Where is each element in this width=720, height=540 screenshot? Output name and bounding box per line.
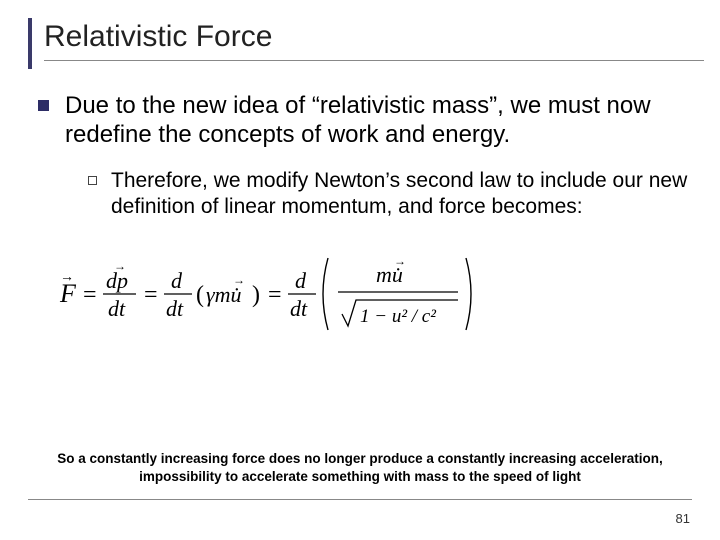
eq-u-arrow2: →	[394, 254, 406, 268]
slide: Relativistic Force Due to the new idea o…	[0, 0, 720, 540]
page-number: 81	[676, 511, 690, 526]
title-container: Relativistic Force	[28, 18, 692, 69]
eq-dt2: dt	[166, 296, 184, 321]
eq-denom: 1 − u² / c²	[360, 306, 436, 327]
eq-big-lparen	[323, 258, 328, 330]
eq-p-arrow: →	[114, 259, 126, 273]
bottom-rule	[28, 499, 692, 500]
bullet-text: Due to the new idea of “relativistic mas…	[65, 91, 692, 150]
eq-eq2: =	[144, 282, 158, 308]
eq-u-arrow1: →	[233, 273, 245, 287]
eq-eq3: =	[268, 282, 282, 308]
bullet-item: Due to the new idea of “relativistic mas…	[38, 91, 692, 150]
footnote-text: So a constantly increasing force does no…	[28, 450, 692, 486]
sub-bullet-text: Therefore, we modify Newton’s second law…	[111, 168, 692, 220]
eq-dt1: dt	[108, 296, 126, 321]
bullet-square-icon	[38, 100, 49, 111]
eq-lparen1: (	[196, 282, 204, 308]
sub-bullet-square-icon	[88, 176, 97, 185]
eq-d3: d	[295, 268, 307, 293]
eq-eq1: =	[83, 282, 97, 308]
slide-title: Relativistic Force	[44, 20, 704, 61]
eq-big-rparen	[466, 258, 471, 330]
eq-F-arrow: →	[60, 270, 74, 285]
eq-d2: d	[171, 268, 183, 293]
eq-rparen1: )	[252, 282, 260, 308]
eq-dt3: dt	[290, 296, 308, 321]
sub-bullet-item: Therefore, we modify Newton’s second law…	[88, 168, 692, 220]
equation-force: F → = dp → dt = d dt ( γmu̇ → ) = d dt	[56, 248, 692, 338]
